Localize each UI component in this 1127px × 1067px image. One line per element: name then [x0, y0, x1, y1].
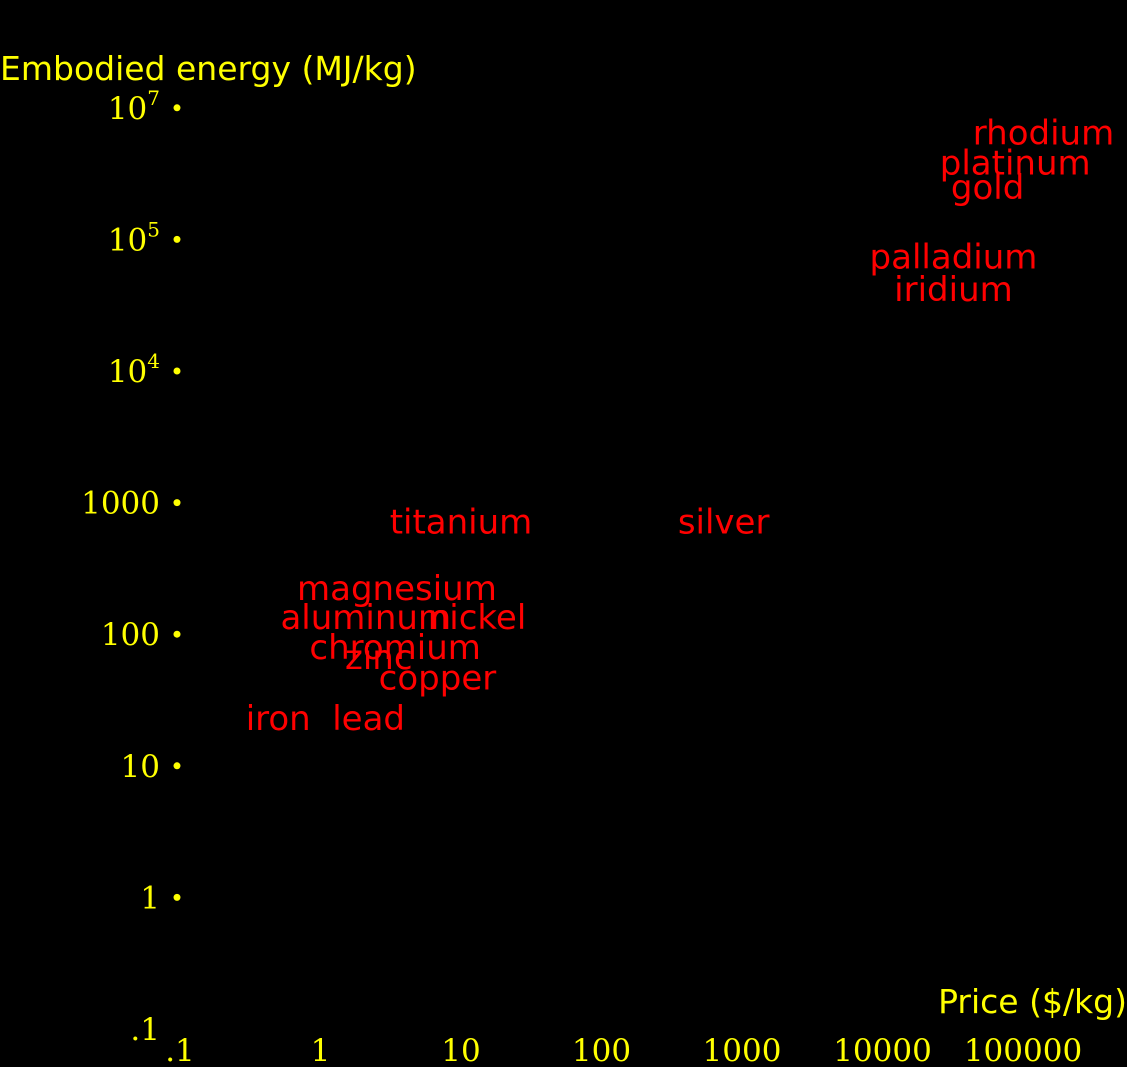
y-tick-mark — [173, 235, 181, 243]
data-points: iron leadcopperzincchromiumaluminumnickel… — [246, 113, 1115, 739]
y-tick-label: 107 — [108, 86, 160, 127]
y-axis-title: Embodied energy (MJ/kg) — [0, 49, 417, 88]
data-point-nickel: nickel — [428, 598, 527, 638]
x-tick-label: 10 — [441, 1033, 480, 1067]
y-tick-mark — [173, 762, 181, 770]
y-tick-mark — [173, 104, 181, 112]
data-point-copper: copper — [379, 658, 497, 698]
y-tick-mark — [173, 367, 181, 375]
data-point-iridium: iridium — [894, 270, 1013, 310]
x-axis-ticks: .1 1 10 100 1000 10000 100000 — [165, 1033, 1082, 1067]
y-tick-label: .1 — [130, 1012, 160, 1048]
data-point-chromium: chromium — [309, 628, 481, 668]
x-tick-label: .1 — [165, 1033, 195, 1067]
y-tick-label: 10 — [121, 749, 160, 785]
x-tick-label: 100 — [572, 1033, 631, 1067]
y-tick-label: 100 — [101, 617, 160, 653]
data-point-magnesium: magnesium — [297, 569, 497, 609]
y-tick-mark — [173, 499, 181, 507]
data-point-titanium: titanium — [390, 502, 533, 542]
data-point-lead: lead — [332, 699, 405, 739]
x-tick-label: 1 — [311, 1033, 331, 1067]
data-point-palladium: palladium — [870, 238, 1038, 278]
data-point-platinum: platinum — [940, 143, 1091, 183]
data-point-rhodium: rhodium — [973, 113, 1114, 153]
data-point-zinc: zinc — [345, 638, 413, 678]
x-tick-label: 100000 — [964, 1033, 1082, 1067]
y-tick-label: 1000 — [81, 486, 160, 522]
x-axis-title: Price ($/kg) — [938, 982, 1127, 1021]
data-point-silver: silver — [678, 502, 770, 542]
y-axis-ticks: .1 1 10 100 1000 104 105 107 — [81, 86, 181, 1048]
y-tick-label: 105 — [108, 217, 160, 258]
x-tick-label: 10000 — [833, 1033, 932, 1067]
data-point-gold: gold — [951, 168, 1024, 208]
y-tick-label: 1 — [140, 880, 160, 916]
x-tick-label: 1000 — [703, 1033, 782, 1067]
data-point-aluminum: aluminum — [280, 598, 451, 638]
y-tick-mark — [173, 893, 181, 901]
data-point-iron: iron — [246, 699, 311, 739]
y-tick-label: 104 — [108, 349, 160, 390]
y-tick-mark — [173, 630, 181, 638]
